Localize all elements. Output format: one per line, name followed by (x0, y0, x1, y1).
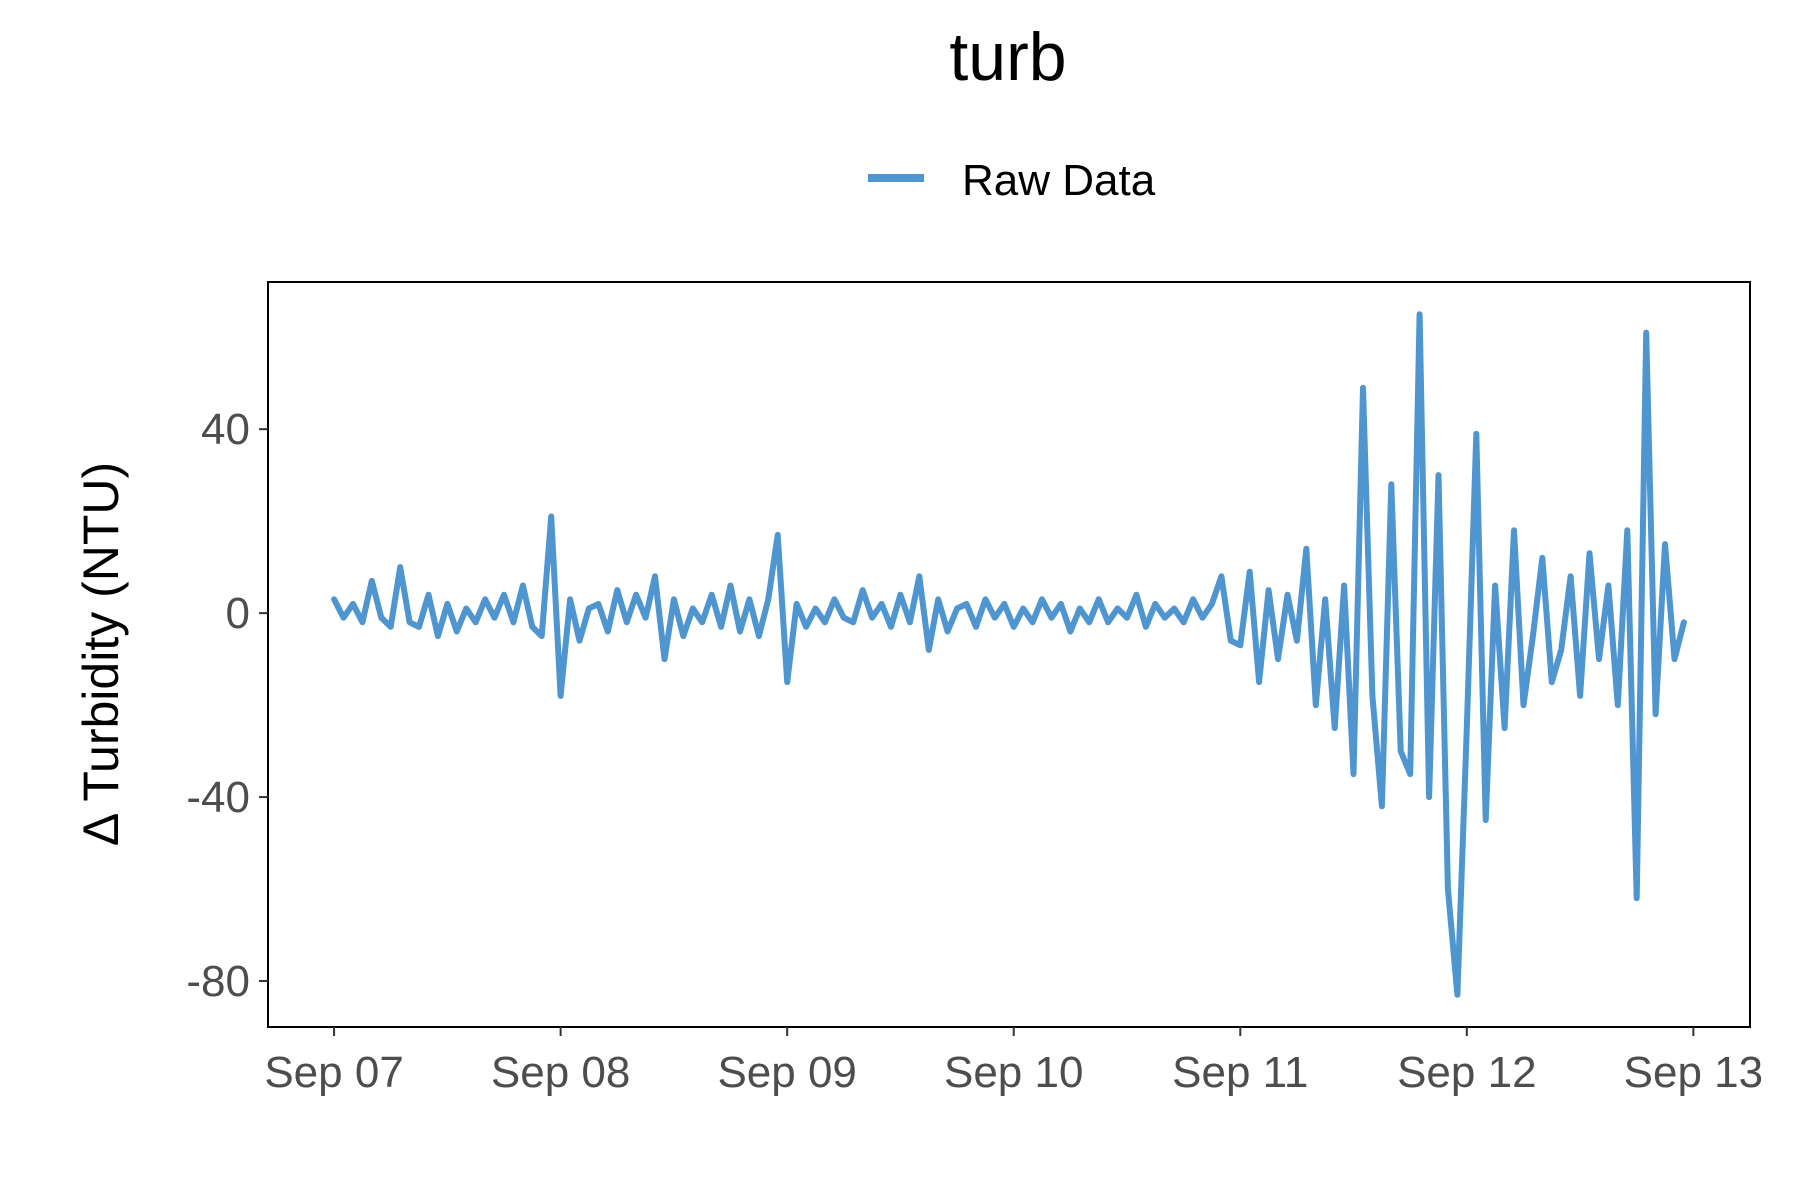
x-tick-label: Sep 08 (491, 1048, 630, 1097)
legend-label-raw-data: Raw Data (962, 156, 1156, 205)
y-tick-label: -40 (186, 773, 250, 822)
chart-title: turb (949, 19, 1066, 95)
y-tick-label: -80 (186, 957, 250, 1006)
x-axis: Sep 07 Sep 08 Sep 09 Sep 10 Sep 11 Sep 12 Sep … (264, 1027, 1763, 1097)
plot-panel-border (267, 281, 1751, 1028)
y-axis: 40 0 -40 -80 (186, 405, 268, 1006)
legend: Raw Data (868, 156, 1156, 205)
y-tick-label: 40 (201, 405, 250, 454)
x-tick-label: Sep 09 (717, 1048, 856, 1097)
x-tick-label: Sep 12 (1397, 1048, 1536, 1097)
series-line-raw-data (331, 311, 1687, 998)
x-tick-label: Sep 10 (944, 1048, 1083, 1097)
y-tick-label: 0 (226, 589, 250, 638)
x-tick-label: Sep 11 (1172, 1048, 1308, 1097)
y-axis-title: Δ Turbidity (NTU) (73, 462, 129, 846)
x-tick-label: Sep 07 (264, 1048, 403, 1097)
x-tick-label: Sep 13 (1624, 1048, 1763, 1097)
plot-area: 40 0 -40 -80 Sep 07 Sep 08 Sep 09 Sep 10 Sep 11… (186, 281, 1763, 1097)
